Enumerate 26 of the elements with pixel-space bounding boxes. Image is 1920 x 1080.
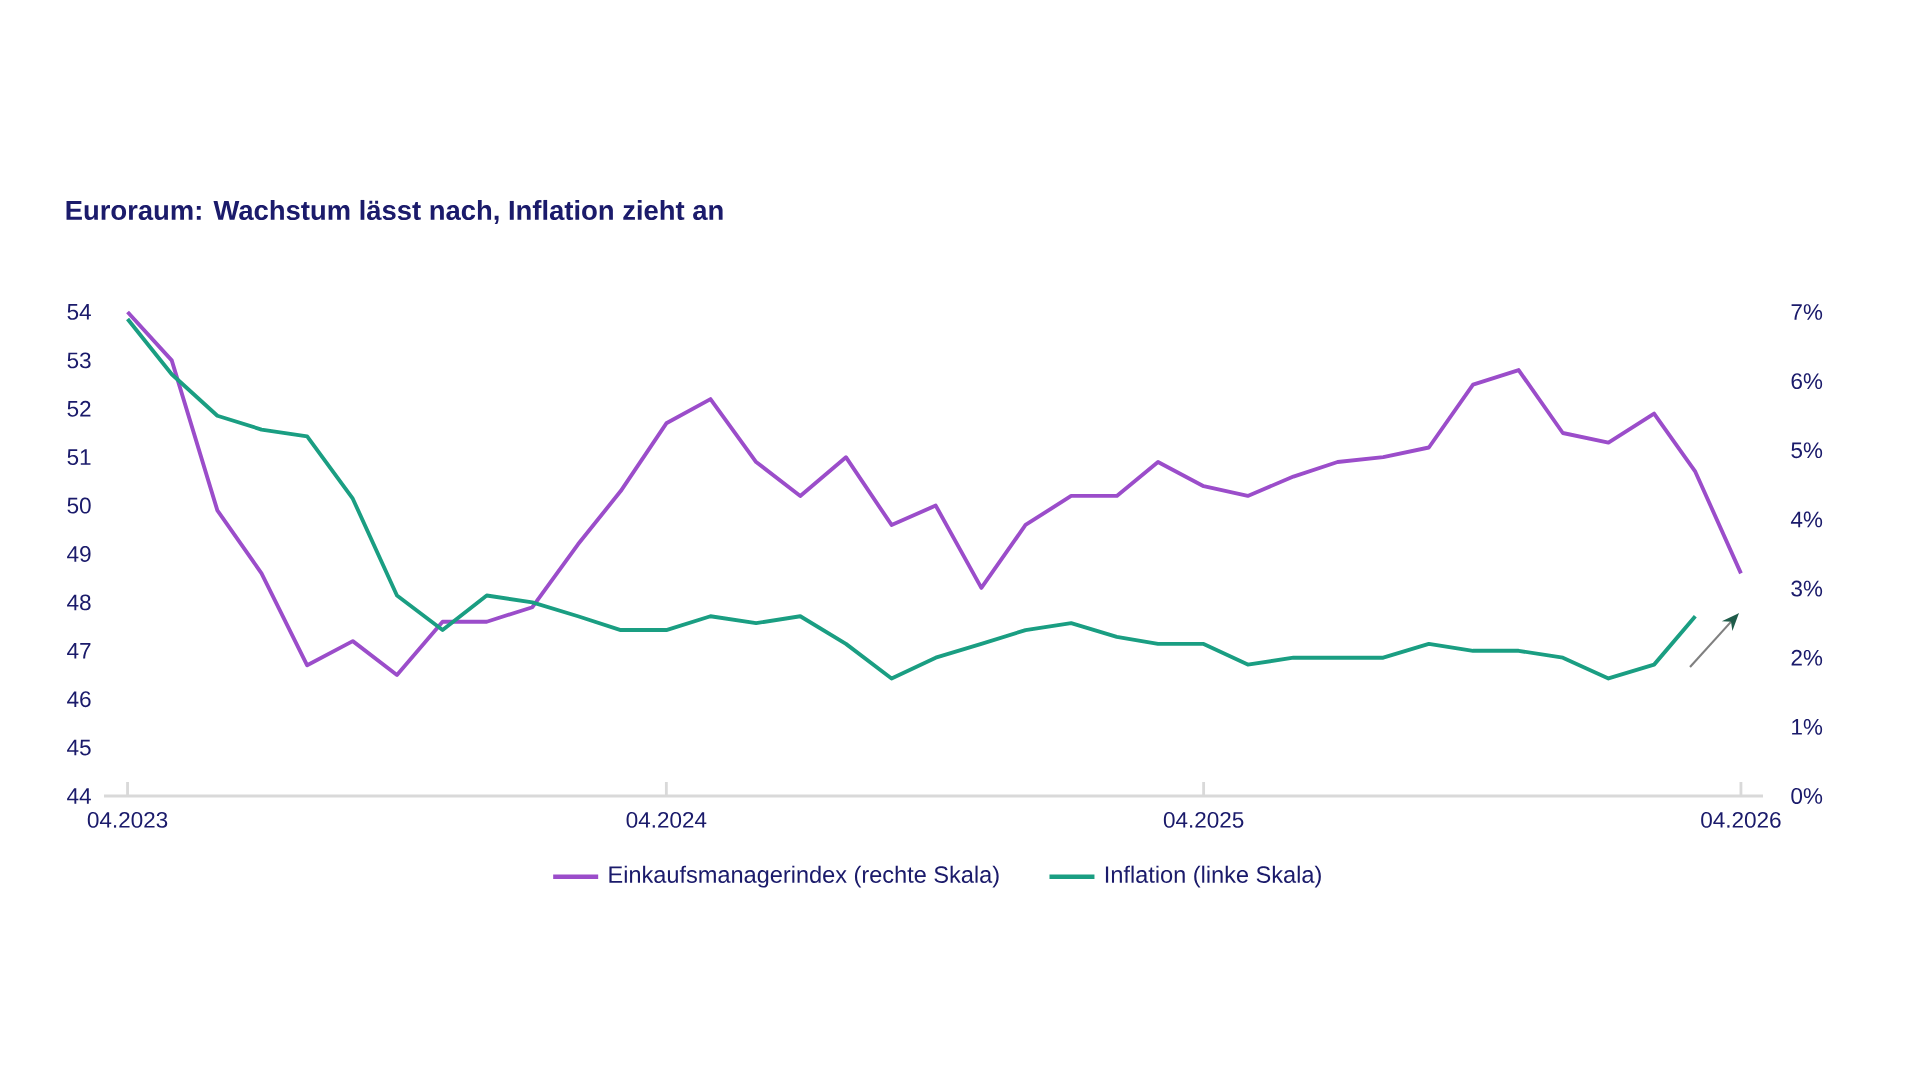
y-tick-label: 51: [67, 449, 91, 466]
legend-label: Inflation (linke Skala): [1105, 865, 1321, 888]
chart-title: Euroraum: Wachstum lässt nach, Inflation zieht an: [66, 199, 723, 225]
y-tick-label: 48: [67, 594, 91, 611]
legend-label: Einkaufsmanagerindex (rechte Skala): [609, 865, 999, 888]
x-tick-label: 04.2025: [1163, 811, 1244, 828]
y2-tick-label: 1%: [1792, 718, 1823, 735]
y2-tick-label: 6%: [1791, 373, 1823, 390]
y2-tick-label: 2%: [1791, 649, 1823, 666]
y-tick-label: 49: [67, 546, 91, 562]
y-tick-label: 46: [67, 691, 91, 708]
y-tick-label: 53: [67, 352, 91, 369]
y-tick-label: 52: [67, 400, 91, 417]
y-tick-label: 50: [67, 497, 91, 514]
x-tick-label: 04.2023: [87, 811, 168, 828]
y-tick-label: 45: [67, 739, 91, 756]
y2-tick-label: 3%: [1791, 580, 1823, 597]
y2-tick-label: 0%: [1791, 788, 1823, 804]
y-tick-label: 44: [67, 788, 91, 804]
y-tick-label: 47: [67, 643, 91, 659]
y2-tick-label: 5%: [1791, 442, 1823, 459]
y2-tick-label: 7%: [1791, 304, 1823, 320]
x-tick-label: 04.2026: [1701, 811, 1781, 828]
x-tick-label: 04.2024: [626, 811, 707, 828]
y2-tick-label: 4%: [1790, 511, 1823, 528]
y-tick-label: 54: [67, 304, 91, 320]
